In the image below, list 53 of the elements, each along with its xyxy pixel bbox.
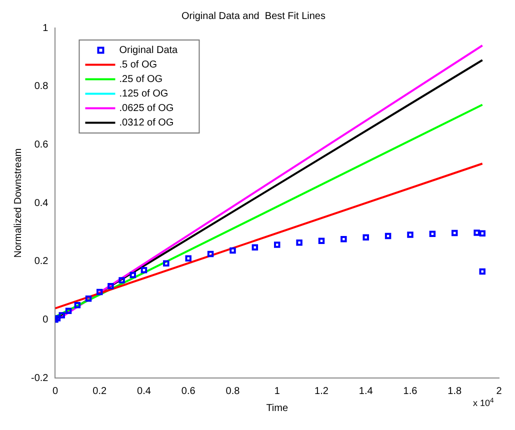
point xyxy=(384,232,392,240)
point xyxy=(58,312,66,318)
point xyxy=(452,230,458,236)
legend-label: .0625 of OG xyxy=(119,103,174,114)
x-axis-title: Time xyxy=(266,402,288,414)
point xyxy=(96,288,103,296)
y-axis-title: Normalized Downstream xyxy=(12,148,24,258)
point xyxy=(362,234,369,241)
x-tick-label: 0.6 xyxy=(181,386,196,397)
y-tick-label: -0.2 xyxy=(30,372,49,384)
point xyxy=(74,302,81,308)
legend-label: Original Data xyxy=(119,45,178,56)
point xyxy=(85,296,92,302)
x-tick-label: 1.2 xyxy=(314,386,329,397)
point xyxy=(108,283,114,290)
chart-title: Original Data and Best Fit Lines xyxy=(182,10,326,22)
point xyxy=(429,230,436,238)
x-tick-label: 1 xyxy=(274,386,280,397)
point xyxy=(65,308,72,314)
point xyxy=(118,277,125,284)
point xyxy=(207,250,214,258)
x-tick-label: 1.4 xyxy=(358,386,374,397)
y-tick-label: 1 xyxy=(42,22,49,34)
point xyxy=(140,266,148,274)
point xyxy=(163,260,170,266)
legend-label: .5 of OG xyxy=(119,60,158,70)
legend-label: .125 of OG xyxy=(119,88,168,100)
point xyxy=(340,236,347,242)
y-tick-label: 0.2 xyxy=(34,256,49,268)
point xyxy=(296,240,302,246)
y-tick-label: 0.8 xyxy=(34,81,49,92)
x-tick-label: 1.6 xyxy=(403,386,418,397)
point xyxy=(318,238,325,244)
point xyxy=(479,230,486,236)
x-tick-label: 0.8 xyxy=(226,386,240,397)
x-tick-label: 0 xyxy=(52,386,58,397)
point xyxy=(479,268,486,275)
point xyxy=(230,247,236,254)
legend-label: .25 of OG xyxy=(119,74,163,85)
y-tick-label: 0.4 xyxy=(34,198,49,209)
y-tick-label: 0.6 xyxy=(34,139,49,150)
point xyxy=(407,232,414,238)
point xyxy=(252,244,258,250)
point xyxy=(185,255,192,262)
x-tick-label: 0.4 xyxy=(137,386,152,397)
point xyxy=(130,272,136,278)
y-tick-label: 0 xyxy=(42,314,49,326)
x-tick-label: 2 xyxy=(496,386,502,397)
x-tick-label: 1.8 xyxy=(448,386,462,397)
x-tick-label: 0.2 xyxy=(92,386,107,397)
point xyxy=(474,230,480,236)
legend-label: .0312 of OG xyxy=(119,118,174,128)
point xyxy=(274,242,280,248)
